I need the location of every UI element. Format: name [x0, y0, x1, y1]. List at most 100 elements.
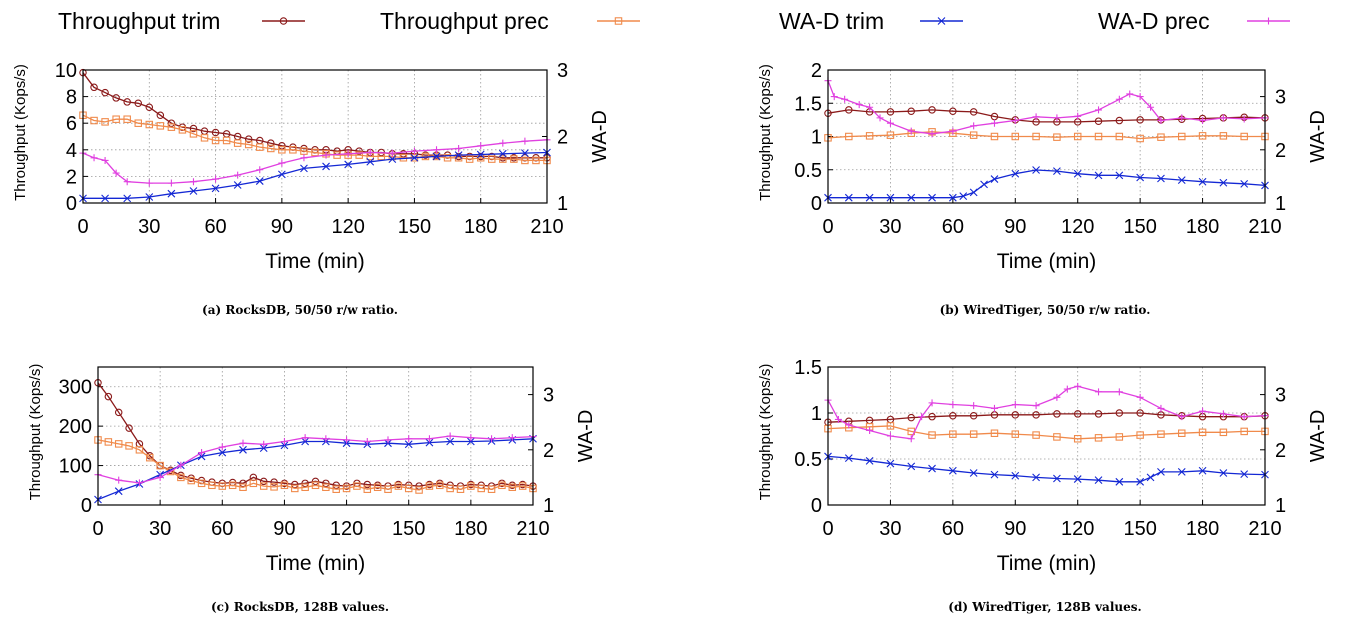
- data-point: [969, 430, 978, 438]
- data-point: [990, 470, 999, 479]
- data-point: [455, 144, 463, 152]
- y2-tick-label: 2: [1275, 440, 1286, 462]
- data-point: [1136, 173, 1145, 182]
- data-point: [291, 484, 299, 493]
- legend-item: WA-D trim: [779, 8, 963, 34]
- x-tick-label: 90: [1004, 216, 1026, 238]
- data-point: [476, 150, 485, 159]
- series-throughput-trim: [824, 409, 1269, 426]
- data-point: [477, 484, 485, 493]
- y-tick-label: 10: [55, 60, 77, 82]
- data-point: [363, 438, 371, 446]
- data-point: [886, 119, 894, 127]
- data-point: [508, 483, 517, 492]
- data-point: [488, 155, 496, 163]
- data-point: [394, 482, 403, 490]
- x-tick-label: 180: [464, 216, 497, 238]
- data-point: [949, 127, 957, 135]
- data-point: [1095, 106, 1103, 114]
- legend: Throughput trim Throughput prec WA-D trim W…: [58, 8, 1290, 34]
- data-point: [211, 184, 220, 193]
- y-tick-label: 1.5: [794, 357, 822, 379]
- data-point: [498, 149, 507, 158]
- data-point: [446, 432, 454, 440]
- data-point: [467, 434, 475, 442]
- data-point: [353, 482, 361, 490]
- x-tick-label: 120: [1061, 216, 1094, 238]
- data-point: [508, 434, 516, 442]
- y-axis-title: Throughput (Kops/s): [757, 364, 774, 501]
- data-point: [970, 122, 978, 130]
- data-point: [928, 431, 936, 439]
- data-point: [399, 150, 408, 158]
- data-point: [239, 439, 247, 447]
- data-point: [1094, 132, 1103, 141]
- data-point: [1115, 388, 1123, 396]
- legend-label: Throughput trim: [58, 8, 220, 34]
- data-point: [1073, 169, 1082, 178]
- x-tick-label: 210: [516, 518, 549, 540]
- series-throughput-prec: [824, 422, 1269, 443]
- data-point: [1032, 132, 1040, 141]
- data-point: [244, 135, 253, 143]
- y-tick-label: 0: [811, 193, 822, 215]
- data-point: [134, 119, 142, 127]
- data-point: [465, 155, 474, 163]
- data-point: [1094, 410, 1103, 418]
- data-point: [918, 413, 926, 421]
- y-tick-label: 2: [811, 60, 822, 82]
- x-axis-title: Time (min): [266, 552, 366, 575]
- data-point: [1136, 409, 1144, 417]
- legend-label: WA-D trim: [779, 8, 884, 34]
- data-point: [928, 464, 936, 473]
- data-point: [311, 148, 319, 157]
- y2-tick-label: 2: [557, 127, 568, 149]
- data-point: [388, 155, 397, 163]
- data-point: [212, 175, 220, 183]
- x-tick-label: 0: [77, 216, 88, 238]
- data-point: [1032, 473, 1040, 482]
- data-point: [112, 94, 120, 102]
- data-point: [135, 446, 144, 454]
- data-point: [855, 101, 863, 109]
- data-point: [123, 115, 131, 123]
- y-tick-label: 200: [59, 416, 92, 438]
- data-point: [104, 438, 113, 446]
- data-point: [949, 107, 957, 115]
- data-point: [322, 162, 330, 171]
- series-wa-d-trim: [824, 166, 1269, 202]
- data-point: [436, 481, 444, 490]
- data-point: [1240, 413, 1248, 421]
- data-point: [1053, 114, 1061, 122]
- data-point: [1177, 467, 1186, 476]
- data-point: [1136, 134, 1144, 143]
- data-point: [177, 461, 185, 469]
- data-point: [101, 118, 109, 126]
- x-tick-label: 180: [454, 518, 487, 540]
- data-point: [291, 480, 299, 489]
- data-point: [969, 131, 978, 139]
- data-point: [928, 399, 936, 407]
- data-point: [189, 124, 198, 133]
- legend-label: WA-D prec: [1098, 8, 1210, 34]
- data-point: [1136, 116, 1144, 124]
- data-point: [1063, 385, 1071, 393]
- data-point: [949, 401, 957, 409]
- caption-a: (a) RocksDB, 50/50 r/w ratio.: [202, 303, 398, 317]
- data-point: [1136, 477, 1145, 486]
- data-point: [1199, 407, 1207, 415]
- data-point: [156, 111, 165, 119]
- data-point: [267, 144, 275, 153]
- data-point: [1219, 132, 1228, 140]
- data-point: [1240, 470, 1249, 478]
- data-point: [260, 440, 268, 448]
- data-point: [865, 193, 874, 202]
- data-point: [1011, 169, 1020, 178]
- x-tick-label: 150: [398, 216, 431, 238]
- x-tick-label: 90: [271, 216, 293, 238]
- series-line: [828, 169, 1266, 199]
- data-point: [125, 442, 133, 450]
- data-point: [1115, 171, 1124, 180]
